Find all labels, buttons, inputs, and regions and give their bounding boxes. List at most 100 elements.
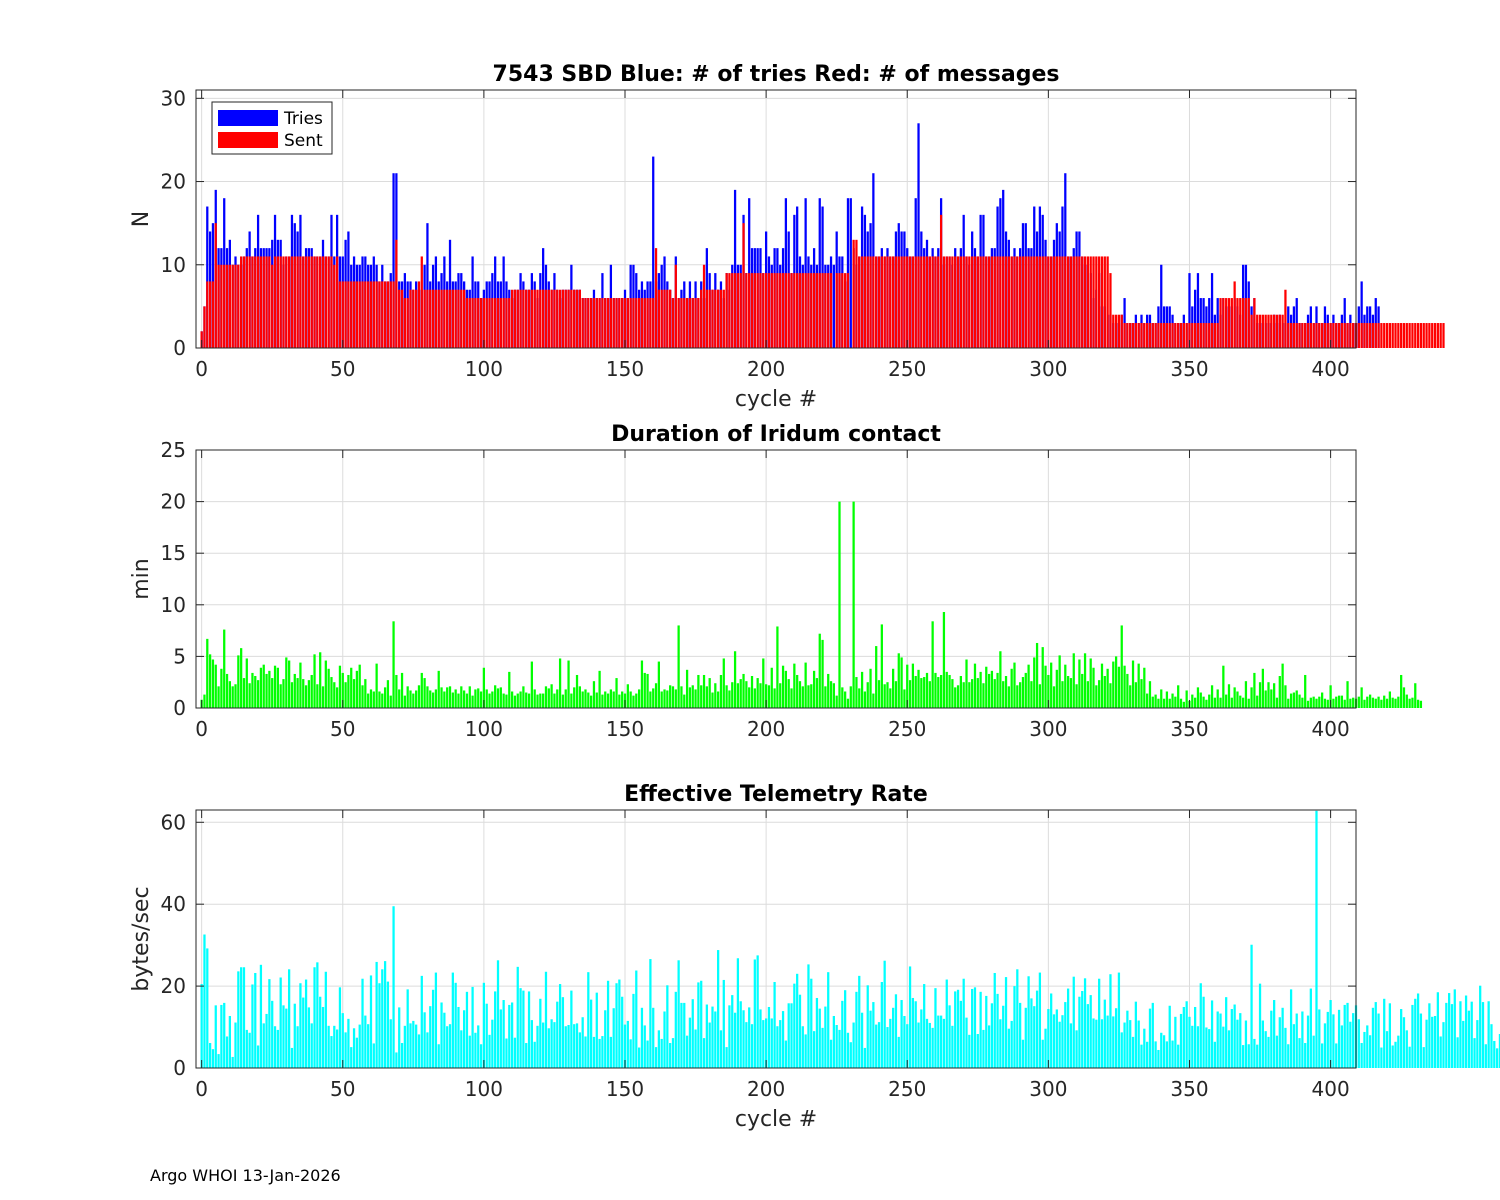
bar-duration <box>683 694 686 708</box>
bar-sent <box>1016 256 1019 348</box>
bar-rate <box>1380 1047 1383 1068</box>
bar-sent <box>674 264 677 348</box>
bar-rate <box>807 964 810 1068</box>
bar-rate <box>821 1027 824 1068</box>
bar-duration <box>1264 690 1267 708</box>
bar-duration <box>934 672 937 708</box>
bar-sent <box>829 273 833 348</box>
bar-sent <box>883 256 886 348</box>
bar-rate <box>276 1029 279 1068</box>
bar-rate <box>310 1023 313 1068</box>
bar-rate <box>728 1005 731 1068</box>
plot-area <box>196 450 1356 708</box>
bar-rate <box>626 1020 629 1068</box>
bar-rate <box>1256 1044 1259 1068</box>
bar-rate <box>663 1011 666 1068</box>
bar-duration <box>764 684 768 708</box>
bar-duration <box>268 670 271 708</box>
bar-rate <box>1182 1006 1185 1068</box>
bar-duration <box>852 501 855 708</box>
bar-sent <box>1075 256 1078 348</box>
bar-sent <box>1205 323 1208 348</box>
bar-rate <box>1377 1013 1380 1068</box>
bar-sent <box>649 298 652 348</box>
bar-sent <box>1092 256 1095 348</box>
bar-duration <box>815 678 819 708</box>
bar-rate <box>688 1017 692 1068</box>
bar-sent <box>220 264 223 348</box>
bar-sent <box>1363 323 1366 348</box>
bar-rate <box>228 1015 231 1068</box>
bar-sent <box>965 256 968 348</box>
bar-duration <box>844 691 847 708</box>
bar-duration <box>671 686 675 708</box>
bar-sent <box>618 298 621 348</box>
bar-duration <box>618 694 621 708</box>
bar-duration <box>928 681 931 708</box>
bar-duration <box>869 668 872 708</box>
bar-duration <box>968 682 971 708</box>
bar-duration <box>293 673 296 708</box>
bar-duration <box>914 676 917 708</box>
bar-rate <box>1021 1039 1025 1068</box>
bar-rate <box>1346 1002 1349 1068</box>
bar-duration <box>1267 682 1270 708</box>
bar-sent <box>1261 314 1264 348</box>
bar-duration <box>1323 698 1327 708</box>
bar-sent <box>240 256 243 348</box>
bar-rate <box>841 1000 844 1068</box>
bar-duration <box>917 669 920 708</box>
bar-rate <box>1433 1015 1437 1068</box>
bar-sent <box>976 256 979 348</box>
bar-duration <box>564 689 567 708</box>
bar-duration <box>1250 687 1253 708</box>
bar-duration <box>736 683 740 708</box>
bar-rate <box>1140 1044 1143 1068</box>
bar-sent <box>1225 298 1228 348</box>
y-tick-label: 0 <box>173 1056 186 1080</box>
bar-sent <box>931 256 934 348</box>
bar-sent <box>1010 256 1013 348</box>
bar-duration <box>632 695 635 708</box>
bar-duration <box>446 687 449 708</box>
bar-duration <box>1292 692 1296 708</box>
bar-duration <box>827 673 830 708</box>
bar-rate <box>1253 1038 1256 1068</box>
bar-duration <box>1041 647 1044 708</box>
bar-sent <box>1411 323 1414 348</box>
bar-rate <box>429 1006 432 1068</box>
bar-duration <box>341 672 344 708</box>
bar-rate <box>477 1025 480 1068</box>
bar-duration <box>324 660 327 708</box>
bar-rate <box>542 1022 545 1068</box>
bar-duration <box>626 684 629 708</box>
x-tick-label: 400 <box>1312 717 1350 741</box>
bar-sent <box>1188 323 1191 348</box>
bar-duration <box>1100 663 1104 708</box>
bar-rate <box>1038 972 1042 1068</box>
x-tick-label: 350 <box>1170 717 1208 741</box>
bar-sent <box>691 298 694 348</box>
bar-sent <box>1306 323 1310 348</box>
bar-sent <box>341 281 344 348</box>
bar-duration <box>581 691 584 708</box>
bar-sent <box>923 256 926 348</box>
bar-rate <box>928 1022 931 1068</box>
bar-rate <box>1411 1004 1414 1068</box>
bar-rate <box>482 982 486 1068</box>
bar-duration <box>1368 694 1372 708</box>
bar-duration <box>499 687 502 708</box>
bar-sent <box>1304 323 1307 348</box>
bar-sent <box>485 298 488 348</box>
bar-sent <box>894 256 898 348</box>
bar-tries <box>784 198 788 348</box>
bar-sent <box>423 289 426 348</box>
bar-sent <box>1052 256 1056 348</box>
bar-sent <box>962 256 965 348</box>
bar-rate <box>1196 1026 1200 1068</box>
bar-sent <box>364 281 367 348</box>
bar-rate <box>556 1001 559 1068</box>
bar-sent <box>383 281 387 348</box>
bar-duration <box>818 633 821 708</box>
bar-duration <box>1402 687 1406 708</box>
